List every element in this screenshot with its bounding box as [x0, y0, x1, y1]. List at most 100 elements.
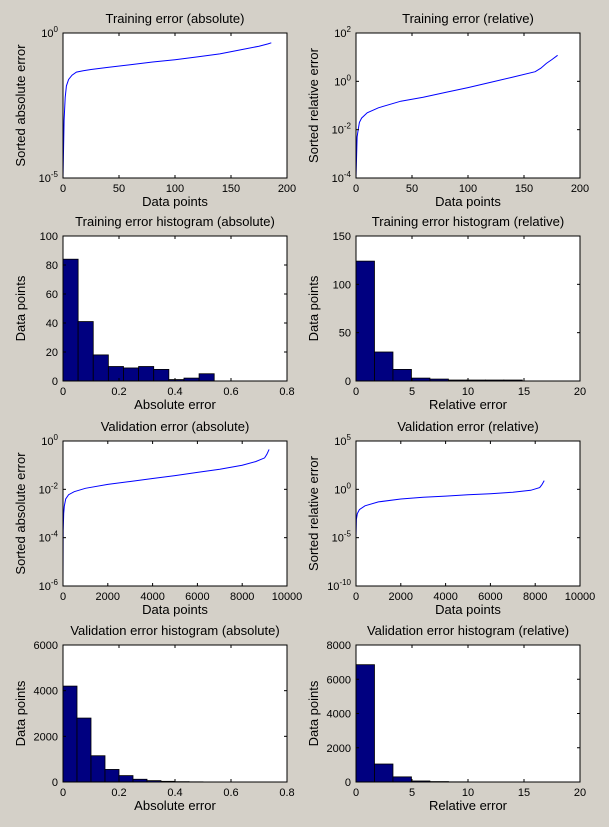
x-tick-label: 200 — [571, 183, 589, 195]
chart-p5: 0 2000 4000 6000 8000 10000 10-6 10-4 10-2 100 Val… — [13, 419, 302, 617]
y-tick-label: 2000 — [34, 731, 58, 743]
y-tick-label: 10-2 — [332, 122, 352, 137]
y-tick-label: 6000 — [34, 640, 58, 652]
series-line — [62, 42, 272, 179]
x-tick-label: 2000 — [96, 591, 120, 603]
x-axis-label: Relative error — [429, 397, 508, 412]
x-tick-label: 0 — [60, 591, 66, 603]
y-tick-label: 0 — [345, 777, 351, 789]
plot-area — [356, 645, 580, 782]
series-line — [355, 54, 558, 179]
x-tick-label: 2000 — [389, 591, 413, 603]
y-tick-label: 10-2 — [39, 481, 59, 496]
chart-p6: 0 2000 4000 6000 8000 10000 10-10 10-5 100 105 Val… — [306, 419, 595, 617]
y-tick-exponent: -5 — [51, 170, 59, 179]
chart-title: Training error histogram (relative) — [372, 214, 564, 229]
histogram-bar — [118, 775, 134, 783]
y-tick-label: 10-4 — [39, 530, 59, 545]
x-tick-label: 200 — [278, 183, 296, 195]
y-tick-exponent: -10 — [339, 578, 351, 587]
x-axis-label: Relative error — [429, 798, 508, 813]
y-tick-label: 60 — [46, 289, 58, 301]
x-tick-label: 0 — [353, 183, 359, 195]
y-tick-label: 20 — [46, 347, 58, 359]
y-tick-label: 102 — [334, 25, 351, 40]
x-tick-label: 5 — [409, 386, 415, 398]
x-tick-label: 0 — [353, 591, 359, 603]
y-tick-label: 10-5 — [332, 530, 352, 545]
y-tick-exponent: -4 — [344, 170, 352, 179]
histogram-bar — [374, 763, 394, 783]
chart-p8: 0 5 10 15 20 0 2000 4000 6000 8000 Validation erro… — [306, 623, 586, 813]
y-tick-label: 0 — [345, 376, 351, 388]
y-tick-label: 105 — [334, 433, 351, 448]
chart-title: Validation error (absolute) — [101, 419, 250, 434]
x-tick-label: 8000 — [523, 591, 547, 603]
y-tick-exponent: 2 — [347, 25, 352, 34]
x-tick-label: 0.6 — [223, 787, 238, 799]
x-axis-label: Data points — [142, 194, 208, 209]
y-tick-label: 4000 — [327, 709, 351, 721]
y-tick-exponent: -5 — [344, 530, 352, 539]
chart-p4: 0 5 10 15 20 0 50 100 150 Training error histogra… — [306, 214, 586, 412]
histogram-bar — [62, 258, 79, 382]
x-tick-label: 4000 — [140, 591, 164, 603]
y-tick-exponent: 0 — [347, 481, 352, 490]
chart-title: Validation error (relative) — [397, 419, 538, 434]
y-tick-label: 10-4 — [332, 170, 352, 185]
x-tick-label: 0 — [60, 386, 66, 398]
y-tick-label: 10-10 — [327, 578, 351, 593]
y-tick-exponent: 5 — [347, 433, 352, 442]
x-tick-label: 0.2 — [111, 787, 126, 799]
y-tick-exponent: 0 — [54, 433, 59, 442]
x-tick-label: 150 — [515, 183, 533, 195]
x-tick-label: 0.8 — [279, 787, 294, 799]
x-tick-label: 0 — [60, 183, 66, 195]
x-axis-label: Data points — [142, 602, 208, 617]
x-axis-label: Absolute error — [134, 397, 216, 412]
plot-area — [63, 33, 287, 178]
y-tick-exponent: -2 — [51, 481, 59, 490]
x-axis-label: Data points — [435, 602, 501, 617]
histogram-bar — [355, 664, 375, 783]
x-tick-label: 5 — [409, 787, 415, 799]
chart-p1: 0 50 100 150 200 10-5 100 Training error (absol… — [13, 11, 296, 209]
y-axis-label: Sorted relative error — [306, 47, 321, 163]
series-line — [355, 480, 545, 538]
y-tick-exponent: 0 — [54, 25, 59, 34]
x-tick-label: 0 — [353, 386, 359, 398]
y-tick-label: 4000 — [34, 686, 58, 698]
chart-title: Training error histogram (absolute) — [75, 214, 275, 229]
chart-title: Training error (absolute) — [106, 11, 245, 26]
x-tick-label: 100 — [459, 183, 477, 195]
chart-title: Training error (relative) — [402, 11, 534, 26]
x-tick-label: 15 — [518, 386, 530, 398]
x-tick-label: 20 — [574, 386, 586, 398]
histogram-bar — [138, 366, 155, 382]
y-tick-label: 50 — [339, 328, 351, 340]
x-tick-label: 15 — [518, 787, 530, 799]
histogram-bar — [374, 351, 394, 382]
y-tick-label: 0 — [52, 376, 58, 388]
y-tick-label: 100 — [41, 25, 58, 40]
y-tick-label: 8000 — [327, 640, 351, 652]
y-axis-label: Data points — [306, 680, 321, 746]
x-tick-label: 150 — [222, 183, 240, 195]
histogram-bar — [123, 367, 140, 382]
y-axis-label: Data points — [13, 680, 28, 746]
x-tick-label: 8000 — [230, 591, 254, 603]
histogram-bar — [392, 368, 412, 382]
histogram-bar — [198, 373, 215, 382]
histogram-bar — [76, 717, 92, 783]
y-axis-label: Sorted absolute error — [13, 452, 28, 575]
x-tick-label: 10000 — [272, 591, 303, 603]
chart-p2: 0 50 100 150 200 10-4 10-2 100 102 Training error… — [306, 11, 589, 209]
plot-area — [356, 33, 580, 178]
x-tick-label: 0 — [60, 787, 66, 799]
histogram-bar — [392, 776, 412, 783]
y-tick-label: 40 — [46, 318, 58, 330]
y-tick-label: 100 — [334, 73, 351, 88]
y-tick-label: 2000 — [327, 743, 351, 755]
x-tick-label: 10000 — [565, 591, 596, 603]
x-tick-label: 0.6 — [223, 386, 238, 398]
